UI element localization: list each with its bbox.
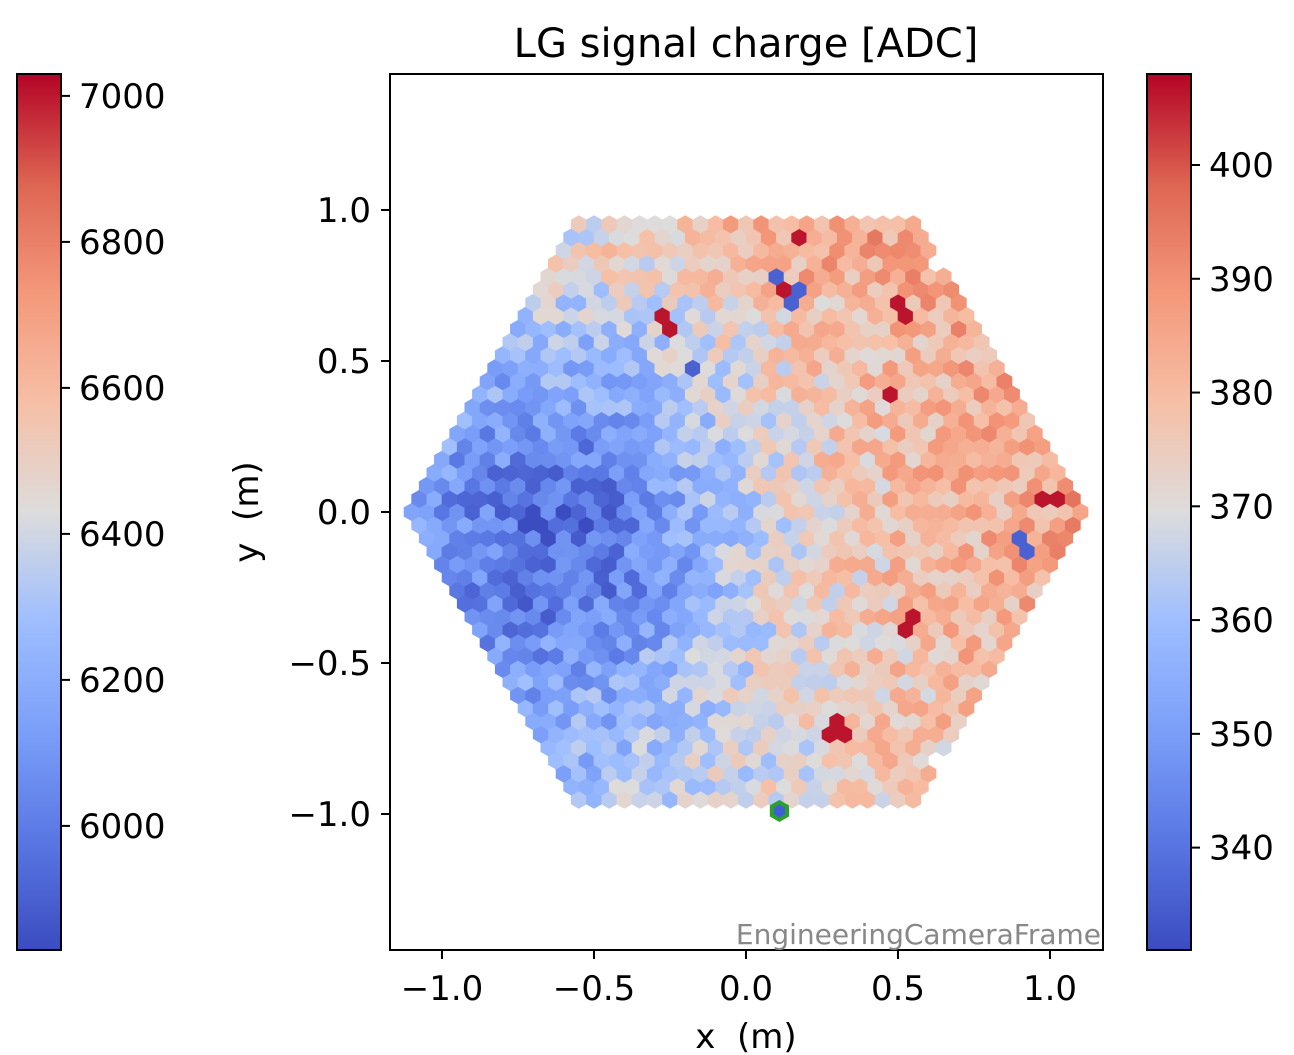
y-tick-label: −0.5 [288,644,371,684]
chart-title: LG signal charge [ADC] [514,21,979,67]
camera-pixel [905,215,922,234]
left-colorbar-gradient [16,73,62,951]
y-axis-ticks: −1.0 −0.5 0.0 0.5 1.0 [288,191,390,835]
x-tick-label: 0.0 [719,969,773,1009]
x-tick-label: −1.0 [401,969,484,1009]
colorbar-tick-label: 370 [1209,487,1274,527]
colorbar-tick-label: 7000 [79,77,166,117]
right-colorbar-ticks: 340 350 360 370 380 390 400 [1191,146,1274,869]
x-axis-label: x (m) [695,1017,796,1055]
y-tick-label: 1.0 [317,191,371,231]
colorbar-tick-label: 390 [1209,260,1274,300]
plot-area: EngineeringCameraFrame [389,73,1104,951]
colorbar-tick-label: 6000 [79,807,166,847]
left-colorbar-ticks: 6000 6200 6400 6600 6800 7000 [61,77,166,847]
camera-pixels [403,215,1089,809]
left-colorbar: 6000 6200 6400 6600 6800 7000 [16,73,166,951]
colorbar-tick-label: 350 [1209,715,1274,755]
colorbar-tick-label: 6400 [79,515,166,555]
x-tick-label: 0.5 [871,969,925,1009]
colorbar-tick-label: 400 [1209,146,1274,186]
x-tick-label: 1.0 [1023,969,1077,1009]
y-tick-label: −1.0 [288,795,371,835]
highlighted-pixel [769,800,789,823]
highlighted-pixel-marker [769,800,789,823]
x-tick-label: −0.5 [553,969,636,1009]
x-axis-ticks: −1.0 −0.5 0.0 0.5 1.0 [401,950,1077,1009]
colorbar-tick-label: 6200 [79,661,166,701]
colorbar-tick-label: 360 [1209,601,1274,641]
y-axis-label: y (m) [227,461,267,562]
camera-pixel [935,267,952,286]
colorbar-tick-label: 6800 [79,223,166,263]
colorbar-tick-label: 380 [1209,374,1274,414]
frame-label: EngineeringCameraFrame [736,918,1101,951]
colorbar-tick-label: 6600 [79,369,166,409]
y-tick-label: 0.0 [317,493,371,533]
y-tick-label: 0.5 [317,342,371,382]
right-colorbar-gradient [1146,73,1192,951]
right-colorbar: 340 350 360 370 380 390 400 [1146,73,1274,951]
colorbar-tick-label: 340 [1209,829,1274,869]
